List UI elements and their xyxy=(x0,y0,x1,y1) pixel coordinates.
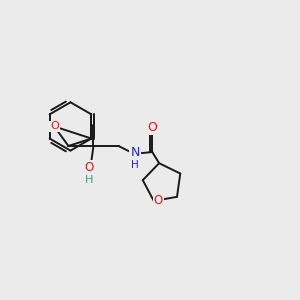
Text: H: H xyxy=(131,160,139,170)
Text: O: O xyxy=(84,161,94,174)
Text: O: O xyxy=(154,194,163,207)
Text: N: N xyxy=(130,146,140,158)
Text: O: O xyxy=(147,121,157,134)
Text: O: O xyxy=(50,122,58,131)
Text: H: H xyxy=(85,175,93,184)
